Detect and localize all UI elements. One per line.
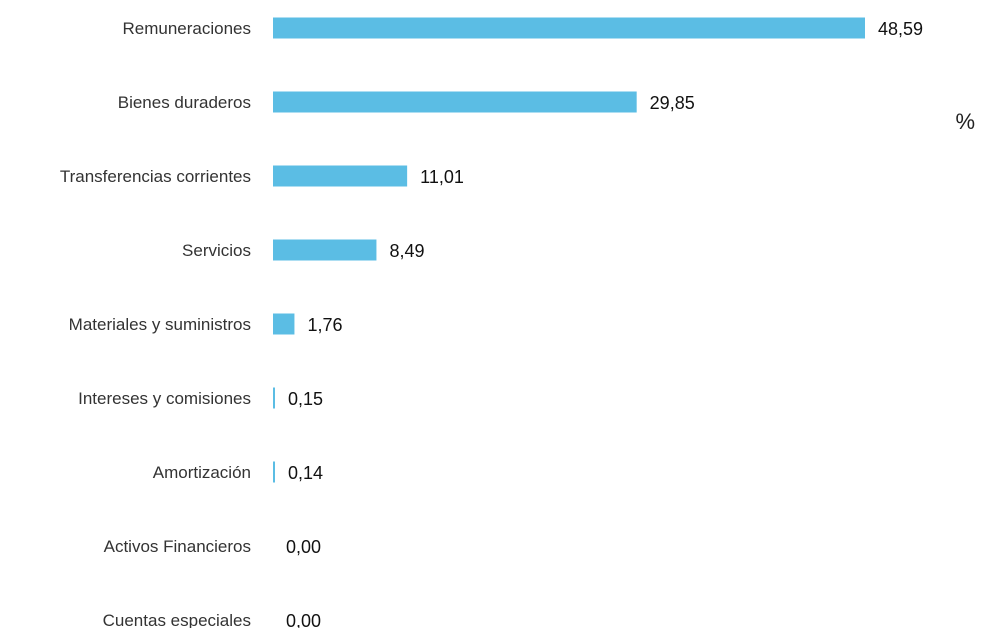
- value-label: 1,76: [307, 315, 342, 335]
- category-label: Cuentas especiales: [103, 611, 251, 628]
- bar: [273, 17, 865, 39]
- labels-group: Remuneraciones 48,59 Bienes duraderos 29,85…: [60, 19, 923, 628]
- value-label: 0,14: [288, 463, 323, 483]
- category-label: Bienes duraderos: [118, 93, 251, 112]
- bar: [273, 91, 637, 113]
- bars-group: [273, 17, 865, 483]
- value-label: 11,01: [420, 167, 464, 187]
- category-label: Intereses y comisiones: [78, 389, 251, 408]
- value-label: 0,15: [288, 389, 323, 409]
- category-label: Amortización: [153, 463, 251, 482]
- bar: [273, 313, 295, 335]
- category-label: Transferencias corrientes: [60, 167, 251, 186]
- bar: [273, 165, 408, 187]
- bar: [273, 239, 377, 261]
- value-label: 8,49: [389, 241, 424, 261]
- value-label: 29,85: [650, 93, 695, 113]
- category-label: Remuneraciones: [122, 19, 251, 38]
- category-label: Activos Financieros: [104, 537, 251, 556]
- value-label: 48,59: [878, 19, 923, 39]
- bar: [273, 387, 275, 409]
- category-label: Servicios: [182, 241, 251, 260]
- value-label: 0,00: [286, 611, 321, 628]
- category-label: Materiales y suministros: [69, 315, 251, 334]
- bar: [273, 461, 275, 483]
- value-label: 0,00: [286, 537, 321, 557]
- unit-label: %: [955, 109, 975, 134]
